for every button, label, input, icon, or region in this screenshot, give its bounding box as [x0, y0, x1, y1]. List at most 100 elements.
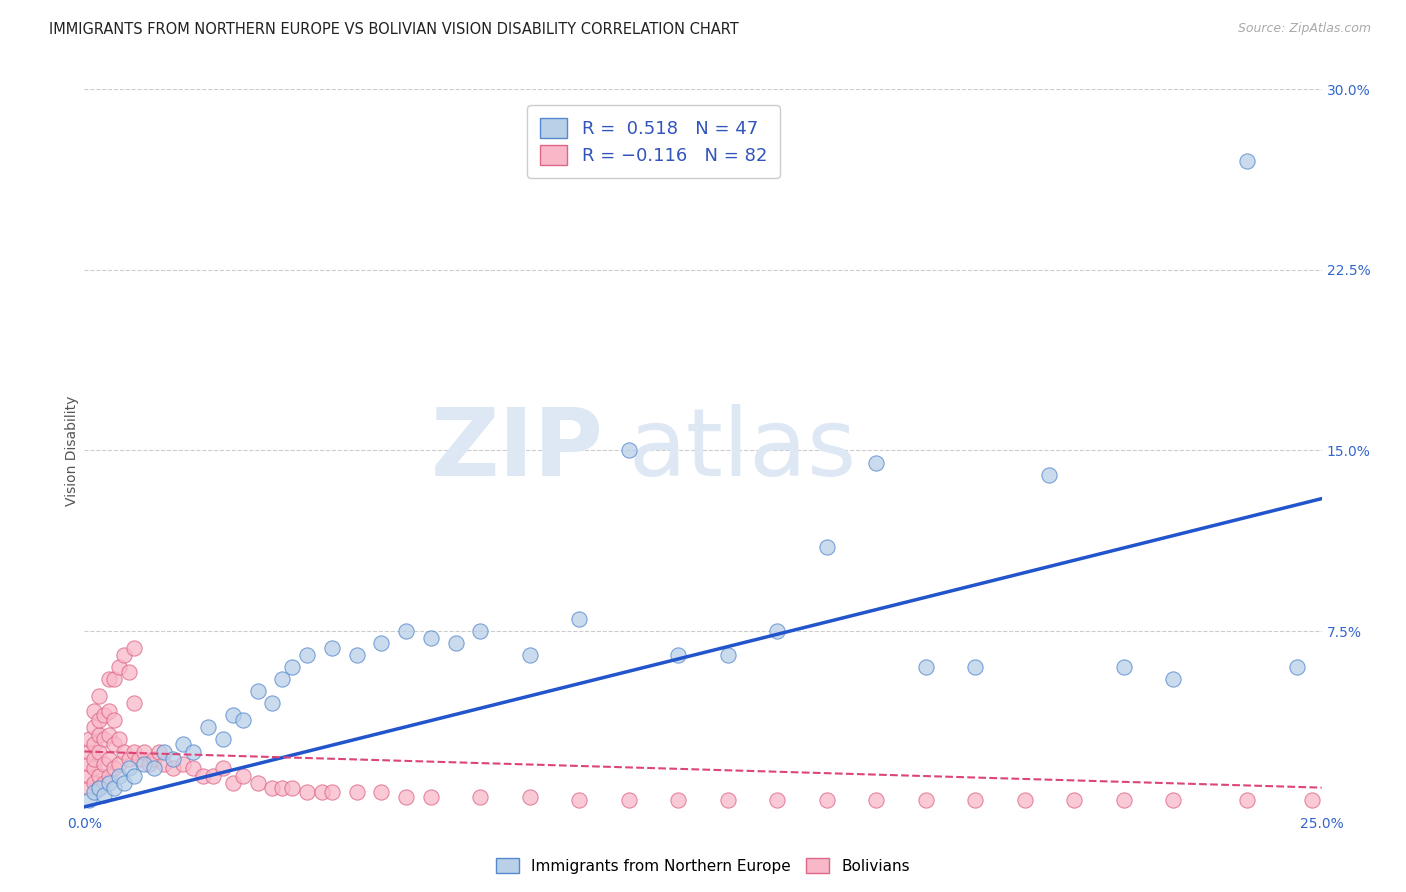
Point [79, 732, 101, 747]
Point [122, 769, 145, 783]
Point [142, 752, 165, 766]
Point [83, 776, 105, 790]
Point [1236, 793, 1258, 807]
Point [118, 761, 141, 775]
Point [232, 713, 254, 727]
Point [617, 443, 640, 458]
Point [181, 761, 204, 775]
Point [152, 744, 174, 758]
Point [83, 704, 105, 718]
Point [138, 756, 160, 771]
Point [281, 660, 304, 674]
Y-axis label: Vision Disability: Vision Disability [65, 395, 79, 506]
Point [262, 780, 284, 795]
Point [1161, 793, 1184, 807]
Point [395, 790, 418, 805]
Point [122, 640, 145, 655]
Point [865, 793, 887, 807]
Point [222, 708, 245, 723]
Point [519, 648, 541, 662]
Point [222, 776, 245, 790]
Point [89, 769, 111, 783]
Point [98, 673, 121, 687]
Point [89, 728, 111, 742]
Point [865, 455, 887, 469]
Point [181, 744, 204, 758]
Point [295, 648, 318, 662]
Point [965, 660, 987, 674]
Point [321, 785, 343, 799]
Point [766, 624, 789, 639]
Point [128, 752, 150, 766]
Point [148, 744, 170, 758]
Point [79, 769, 101, 783]
Point [1285, 660, 1308, 674]
Point [197, 721, 219, 735]
Text: Source: ZipAtlas.com: Source: ZipAtlas.com [1237, 22, 1371, 36]
Point [93, 788, 115, 802]
Point [1063, 793, 1085, 807]
Point [79, 780, 101, 795]
Point [914, 793, 936, 807]
Point [103, 780, 125, 795]
Point [914, 660, 936, 674]
Point [172, 756, 194, 771]
Point [271, 780, 294, 795]
Text: ZIP: ZIP [432, 404, 605, 497]
Point [617, 793, 640, 807]
Point [83, 785, 105, 799]
Point [1161, 673, 1184, 687]
Point [717, 648, 740, 662]
Point [98, 776, 121, 790]
Point [79, 756, 101, 771]
Point [1014, 793, 1036, 807]
Point [83, 737, 105, 751]
Point [98, 752, 121, 766]
Point [232, 769, 254, 783]
Point [108, 660, 131, 674]
Legend: R =  0.518   N = 47, R = −0.116   N = 82: R = 0.518 N = 47, R = −0.116 N = 82 [527, 105, 779, 178]
Point [122, 696, 145, 710]
Text: IMMIGRANTS FROM NORTHERN EUROPE VS BOLIVIAN VISION DISABILITY CORRELATION CHART: IMMIGRANTS FROM NORTHERN EUROPE VS BOLIV… [49, 22, 740, 37]
Point [98, 769, 121, 783]
Point [103, 713, 125, 727]
Legend: Immigrants from Northern Europe, Bolivians: Immigrants from Northern Europe, Bolivia… [489, 852, 917, 880]
Point [311, 785, 333, 799]
Point [152, 756, 174, 771]
Point [89, 780, 111, 795]
Point [202, 769, 225, 783]
Point [103, 737, 125, 751]
Point [370, 785, 392, 799]
Point [89, 780, 111, 795]
Point [1038, 467, 1060, 482]
Point [103, 673, 125, 687]
Point [1112, 660, 1135, 674]
Point [470, 790, 492, 805]
Point [470, 624, 492, 639]
Point [89, 744, 111, 758]
Point [83, 752, 105, 766]
Point [717, 793, 740, 807]
Point [1236, 154, 1258, 169]
Point [112, 776, 135, 790]
Point [162, 752, 184, 766]
Point [142, 761, 165, 775]
Point [79, 793, 101, 807]
Point [212, 761, 235, 775]
Point [83, 761, 105, 775]
Point [1112, 793, 1135, 807]
Point [295, 785, 318, 799]
Point [568, 612, 591, 626]
Point [965, 793, 987, 807]
Point [98, 704, 121, 718]
Point [395, 624, 418, 639]
Point [103, 761, 125, 775]
Point [132, 744, 155, 758]
Point [246, 684, 269, 698]
Point [112, 648, 135, 662]
Point [118, 665, 141, 679]
Point [112, 744, 135, 758]
Point [444, 636, 467, 650]
Point [815, 793, 838, 807]
Point [79, 744, 101, 758]
